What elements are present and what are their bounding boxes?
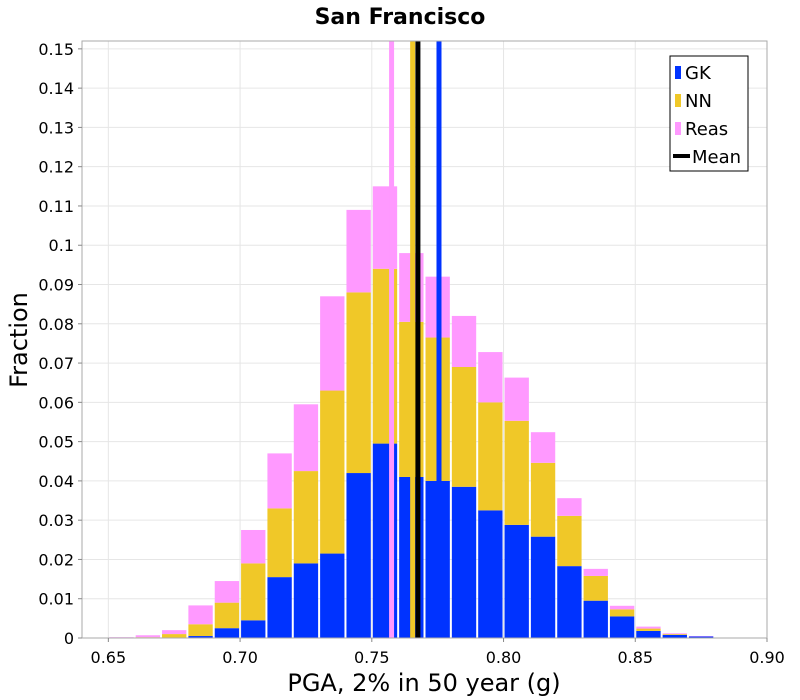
bar-gk: [504, 524, 529, 638]
bar-nn: [504, 420, 529, 525]
legend-label-mean: Mean: [692, 147, 741, 168]
bar-reas: [478, 352, 503, 403]
bar-nn: [636, 628, 661, 631]
bar-reas: [662, 633, 687, 635]
y-tick-label: 0.05: [38, 433, 74, 452]
bar-gk: [451, 486, 477, 638]
y-tick-label: 0.02: [38, 550, 74, 569]
bar-reas: [135, 635, 161, 638]
x-tick-label: 0.85: [617, 648, 653, 667]
y-tick-label: 0.1: [49, 236, 74, 255]
bar-reas: [346, 209, 371, 293]
legend-swatch-nn: [675, 94, 681, 107]
y-tick-label: 0.09: [38, 276, 74, 295]
mean-lines: [389, 41, 442, 638]
bar-reas: [504, 377, 529, 421]
bar-nn: [214, 602, 240, 629]
bar-nn: [530, 462, 556, 537]
y-tick-label: 0.01: [38, 590, 74, 609]
bar-nn: [609, 609, 635, 617]
bar-nn: [162, 634, 187, 638]
legend: GK NN Reas Mean: [669, 55, 749, 172]
bar-nn: [293, 471, 319, 564]
bar-nn: [241, 563, 266, 621]
bar-gk: [267, 577, 292, 638]
x-tick-label: 0.90: [749, 648, 785, 667]
bar-gk: [636, 630, 661, 638]
bar-gk: [293, 563, 319, 638]
y-tick-label: 0.12: [38, 158, 74, 177]
bar-reas: [583, 568, 608, 576]
bar-gk: [241, 620, 266, 638]
y-tick-label: 0.13: [38, 118, 74, 137]
bar-gk: [530, 536, 556, 638]
plot-frame: [81, 40, 768, 639]
x-tick-label: 0.80: [486, 648, 522, 667]
bar-reas: [241, 529, 266, 564]
bar-reas: [267, 453, 292, 509]
bar-gk: [662, 634, 687, 638]
bar-gk: [214, 628, 240, 638]
bar-nn: [188, 624, 213, 637]
y-tick-label: 0.07: [38, 354, 74, 373]
legend-box: [669, 55, 749, 172]
bar-gk: [188, 636, 213, 638]
bar-gk: [320, 553, 345, 638]
bar-reas: [293, 404, 319, 472]
x-axis-ticks: 0.65 0.70 0.75 0.80 0.85 0.90: [91, 638, 785, 667]
legend-label-reas: Reas: [685, 119, 728, 140]
bar-gk: [346, 473, 371, 638]
bar-stacks: [109, 186, 766, 638]
bar-nn: [346, 292, 371, 474]
y-tick-label: 0.15: [38, 40, 74, 59]
legend-label-gk: GK: [685, 63, 712, 84]
bar-gk: [478, 510, 503, 638]
legend-label-nn: NN: [685, 91, 712, 112]
y-tick-label: 0.03: [38, 511, 74, 530]
y-tick-label: 0.04: [38, 472, 74, 491]
bar-gk: [557, 566, 582, 638]
x-tick-label: 0.70: [222, 648, 258, 667]
legend-swatch-reas: [675, 122, 681, 135]
x-tick-label: 0.75: [354, 648, 390, 667]
bar-reas: [320, 296, 345, 391]
y-tick-label: 0.06: [38, 393, 74, 412]
bar-nn: [557, 515, 582, 567]
bar-reas: [530, 432, 556, 463]
bar-nn: [451, 366, 477, 487]
bar-nn: [320, 390, 345, 554]
bar-nn: [662, 634, 687, 635]
bar-reas: [609, 605, 635, 610]
y-axis-title: Fraction: [5, 292, 33, 388]
bar-gk: [583, 600, 608, 638]
bar-reas: [162, 630, 187, 635]
y-axis-ticks: 0 0.01 0.02 0.03 0.04 0.05 0.06 0.07 0.08 0.09 0.1…: [38, 40, 82, 648]
y-tick-label: 0.08: [38, 315, 74, 334]
bar-reas: [214, 581, 240, 603]
chart-title: San Francisco: [315, 5, 486, 30]
x-axis-title: PGA, 2% in 50 year (g): [287, 669, 560, 697]
bar-gk: [609, 616, 635, 638]
bar-nn: [583, 575, 608, 601]
bar-reas: [557, 498, 582, 516]
x-tick-label: 0.65: [91, 648, 127, 667]
bar-reas: [451, 315, 477, 367]
y-tick-label: 0: [64, 629, 74, 648]
bar-reas: [636, 626, 661, 629]
bar-reas: [188, 605, 213, 625]
plot-area: [82, 41, 767, 638]
bar-nn: [478, 402, 503, 511]
legend-swatch-gk: [675, 66, 681, 79]
y-tick-label: 0.11: [38, 197, 74, 216]
bar-gk: [688, 636, 714, 638]
bar-nn: [267, 508, 292, 578]
y-tick-label: 0.14: [38, 79, 74, 98]
